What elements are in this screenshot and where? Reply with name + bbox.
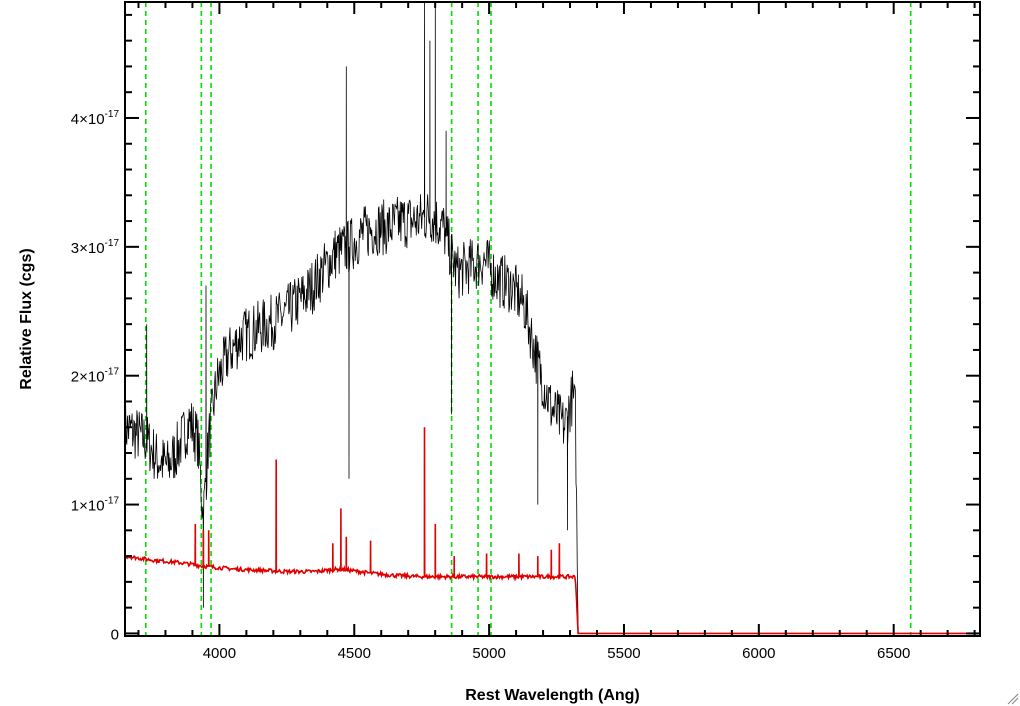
x-tick-label: 4000 xyxy=(203,645,236,662)
y-tick-labels: 0 1×10-17 2×10-17 3×10-17 4×10-17 xyxy=(71,109,120,643)
x-tick-label: 4500 xyxy=(338,645,371,662)
y-tick-label: 2×10-17 xyxy=(71,367,120,386)
y-tick-label: 1×10-17 xyxy=(71,496,120,515)
plot-frame xyxy=(124,1,981,637)
x-tick-label: 5000 xyxy=(472,645,505,662)
x-tick-label: 5500 xyxy=(607,645,640,662)
y-tick-label: 4×10-17 xyxy=(71,109,120,128)
series-line-flux xyxy=(124,1,980,634)
y-tick-label: 3×10-17 xyxy=(71,238,120,257)
series-layer xyxy=(124,1,980,635)
x-tick-labels: 4000 4500 5000 5500 6000 6500 xyxy=(203,645,911,662)
x-axis-title: Rest Wavelength (Ang) xyxy=(465,687,640,704)
x-tick-label: 6000 xyxy=(742,645,775,662)
y-axis-title: Relative Flux (cgs) xyxy=(18,248,35,389)
y-tick-label: 0 xyxy=(111,626,119,643)
window-resize-grip[interactable] xyxy=(1007,693,1019,705)
series-line-error xyxy=(124,427,980,635)
x-tick-label: 6500 xyxy=(877,645,910,662)
axis-ticks xyxy=(125,2,980,636)
